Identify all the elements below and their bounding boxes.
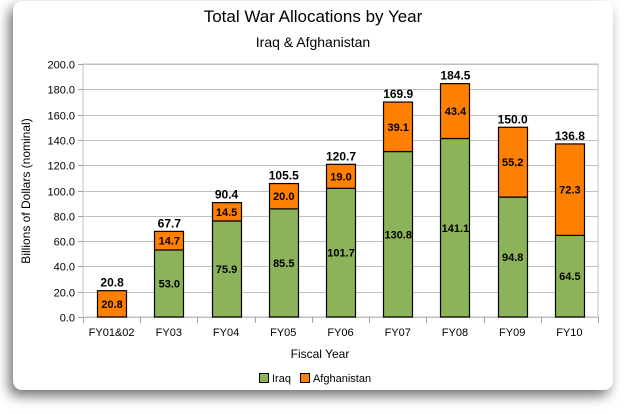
x-tick-label: FY07 — [385, 327, 411, 339]
y-tick-label: 180.0 — [47, 85, 75, 97]
bar-afghanistan — [325, 163, 357, 189]
bar-afghanistan — [497, 126, 529, 198]
y-tick-label: 100.0 — [47, 187, 75, 199]
bar-afghanistan — [554, 143, 586, 237]
bar-afghanistan — [96, 290, 128, 318]
x-tick-label: FY06 — [327, 327, 353, 339]
y-axis-title: Billions of Dollars (nominal) — [19, 118, 33, 263]
y-tick-label: 200.0 — [47, 60, 75, 72]
bar-afghanistan — [382, 101, 414, 153]
x-tick-label: FY09 — [499, 327, 525, 339]
segment-label: 43.4 — [445, 106, 467, 118]
x-tick-label: FY04 — [213, 327, 239, 339]
segment-label: 19.0 — [330, 171, 351, 183]
total-label: 184.5 — [440, 69, 470, 83]
y-tick-label: 40.0 — [54, 262, 75, 274]
legend-swatch-iraq — [259, 373, 269, 383]
x-tick-label: FY01&02 — [89, 327, 135, 339]
segment-label: 101.7 — [327, 248, 355, 260]
segment-label: 14.7 — [159, 236, 180, 248]
segment-label: 39.1 — [388, 122, 409, 134]
y-tick-label: 80.0 — [54, 212, 75, 224]
total-label: 90.4 — [215, 188, 239, 202]
bar-afghanistan — [211, 202, 243, 222]
x-tick-label: FY03 — [156, 327, 182, 339]
x-tick-label: FY10 — [556, 327, 582, 339]
chart-subtitle: Iraq & Afghanistan — [256, 34, 370, 50]
bar-iraq — [497, 196, 529, 318]
x-axis: FY01&02 FY03 FY04 FY05 FY06 FY07 FY08 FY09 FY10 — [83, 317, 599, 339]
x-tick-label: FY05 — [270, 327, 296, 339]
bars — [96, 83, 586, 318]
bar-afghanistan — [268, 182, 300, 210]
segment-label: 141.1 — [442, 223, 470, 235]
total-label: 136.8 — [555, 129, 585, 143]
bar-afghanistan — [153, 230, 185, 251]
y-tick-label: 60.0 — [54, 237, 75, 249]
bar-iraq — [554, 234, 586, 318]
bar-iraq — [439, 137, 471, 318]
segment-label: 64.5 — [559, 271, 580, 283]
chart-title: Total War Allocations by Year — [204, 7, 423, 26]
y-tick-label: 20.0 — [54, 288, 75, 300]
total-label: 150.0 — [498, 112, 528, 126]
bar-iraq — [325, 187, 357, 318]
total-label: 169.9 — [383, 87, 413, 101]
legend-label-afghanistan: Afghanistan — [313, 373, 371, 385]
segment-label: 130.8 — [384, 229, 412, 241]
segment-label: 55.2 — [502, 157, 523, 169]
bar-afghanistan — [439, 83, 471, 140]
data-labels: 20.8 20.8 53.0 14.7 67.7 75.9 14.5 90.4 85.5 20.0… — [100, 69, 585, 311]
segment-label: 20.8 — [101, 299, 122, 311]
legend-label-iraq: Iraq — [272, 373, 291, 385]
segment-label: 14.5 — [216, 207, 237, 219]
x-tick-label: FY08 — [442, 327, 468, 339]
total-label: 120.7 — [326, 149, 356, 163]
segment-label: 53.0 — [159, 278, 180, 290]
y-tick-label: 120.0 — [47, 161, 75, 173]
legend: Iraq Afghanistan — [259, 373, 371, 385]
segment-label: 72.3 — [559, 185, 580, 197]
bar-iraq — [268, 208, 300, 318]
y-tick-label: 140.0 — [47, 136, 75, 148]
segment-label: 75.9 — [216, 264, 237, 276]
y-axis: 0.0 20.0 40.0 60.0 80.0 100.0 120.0 140.0 160.0 1… — [47, 60, 83, 325]
legend-swatch-afghanistan — [299, 373, 310, 383]
y-tick-label: 0.0 — [60, 313, 75, 325]
total-label: 20.8 — [100, 276, 124, 290]
y-tick-label: 160.0 — [47, 111, 75, 123]
segment-label: 85.5 — [273, 258, 294, 270]
segment-label: 94.8 — [502, 252, 523, 264]
total-label: 105.5 — [269, 169, 299, 183]
x-axis-title: Fiscal Year — [291, 347, 350, 361]
segment-label: 20.0 — [273, 191, 294, 203]
total-label: 67.7 — [158, 216, 182, 230]
bar-iraq — [382, 150, 414, 318]
bar-iraq — [211, 220, 243, 318]
